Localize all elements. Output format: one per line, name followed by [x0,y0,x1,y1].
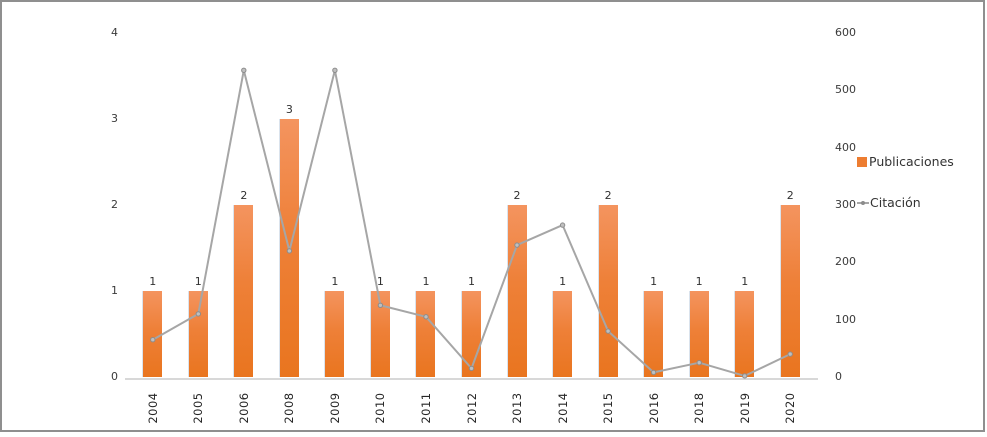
bar-data-label: 1 [422,275,430,288]
x-axis-label-2004: 2004 [145,392,160,424]
x-axis-label-2008: 2008 [282,392,297,424]
bar-2020 [780,205,800,377]
bar-data-label: 2 [240,189,248,202]
right-axis-tick-label: 300 [835,198,856,211]
bar-data-label: 1 [194,275,202,288]
bar-2010 [370,291,390,377]
bar-data-label: 1 [650,275,658,288]
legend-label-citacion: Citación [870,195,921,210]
bar-2004 [143,291,163,377]
x-axis-line [125,377,818,380]
x-axis-label-2019: 2019 [737,392,752,424]
bar-2005 [188,291,208,377]
x-axis-label-2013: 2013 [510,392,525,424]
bar-data-label: 1 [559,275,567,288]
bar-series-swatch-icon [857,156,867,167]
bar-data-label: 1 [695,275,703,288]
bar-2006 [234,205,254,377]
x-axis-label-2014: 2014 [555,392,570,424]
x-axis-label-2009: 2009 [327,392,342,424]
bar-2012 [462,291,481,377]
bar-data-label: 2 [786,189,794,202]
x-axis-label-2012: 2012 [464,392,479,424]
left-axis-tick-label: 0 [111,370,118,383]
left-axis-tick-label: 4 [111,26,118,39]
right-axis-tick-label: 500 [835,83,856,97]
bar-2015 [598,205,618,377]
x-axis-label-2016: 2016 [646,392,661,424]
right-axis-tick-label: 200 [835,255,856,269]
right-axis-tick-label: 400 [835,140,856,154]
bar-data-label: 2 [604,189,612,202]
bar-data-label: 3 [285,103,293,116]
bar-2009 [325,291,345,377]
legend-item-citacion: Citación [857,194,954,211]
bar-data-label: 1 [376,275,384,288]
bar-data-label: 1 [331,275,339,288]
x-axis-label-2018: 2018 [692,392,707,424]
bar-data-label: 1 [741,275,749,288]
bar-data-label: 2 [513,189,521,202]
right-axis-tick-label: 0 [835,370,842,383]
left-axis-tick-label: 3 [111,112,118,125]
bar-data-label: 1 [468,275,475,288]
line-series-swatch-icon [857,200,869,205]
bar-2014 [553,291,573,377]
x-axis-label-2011: 2011 [418,392,433,424]
x-axis-label-2020: 2020 [783,392,798,424]
right-axis-tick-label: 600 [835,26,856,39]
right-axis-tick-label: 100 [835,312,856,326]
left-axis-tick-label: 2 [111,198,118,211]
legend: Publicaciones Citación [857,153,954,211]
legend-item-publicaciones: Publicaciones [857,153,954,170]
bar-2018 [689,291,709,377]
bar-2016 [644,291,664,377]
left-axis-tick-label: 1 [111,284,118,297]
bar-2011 [416,291,436,377]
bar-data-label: 1 [149,275,157,288]
legend-label-publicaciones: Publicaciones [869,154,954,169]
bar-2008 [279,119,299,377]
bar-2013 [507,205,527,377]
x-axis-label-2005: 2005 [191,392,206,424]
x-axis-label-2010: 2010 [373,392,388,424]
bar-2019 [735,291,755,377]
x-axis-label-2006: 2006 [236,392,251,424]
x-axis-label-2015: 2015 [601,392,616,424]
